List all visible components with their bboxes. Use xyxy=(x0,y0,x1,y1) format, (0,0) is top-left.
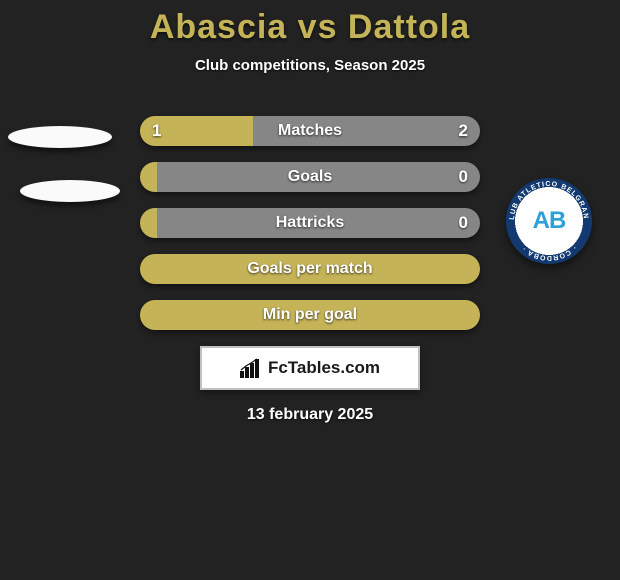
brand-box: FcTables.com xyxy=(200,346,420,390)
bar-row: Min per goal xyxy=(140,300,480,330)
bars-icon xyxy=(240,358,262,378)
bar-row: Matches12 xyxy=(140,116,480,146)
club-badge-inner: AB xyxy=(517,189,581,253)
bar-seg-left xyxy=(140,162,157,192)
bar-row: Goals per match xyxy=(140,254,480,284)
date: 13 february 2025 xyxy=(0,406,620,424)
bar-seg-left xyxy=(140,116,253,146)
bar-seg-left xyxy=(140,300,480,330)
club-badge: CLUB ATLETICO BELGRANO· CORDOBA ·AB xyxy=(506,178,592,264)
bar-seg-right xyxy=(157,162,480,192)
bar-row: Goals0 xyxy=(140,162,480,192)
bar-seg-right xyxy=(157,208,480,238)
brand-text: FcTables.com xyxy=(268,358,380,378)
bar-seg-right xyxy=(253,116,480,146)
bar-row: Hattricks0 xyxy=(140,208,480,238)
subtitle: Club competitions, Season 2025 xyxy=(0,57,620,74)
page-title: Abascia vs Dattola xyxy=(0,0,620,47)
ellipse-icon xyxy=(8,126,112,148)
bar-seg-left xyxy=(140,254,480,284)
ellipse-icon xyxy=(20,180,120,202)
card: Abascia vs Dattola Club competitions, Se… xyxy=(0,0,620,580)
bar-seg-left xyxy=(140,208,157,238)
club-monogram: AB xyxy=(533,207,566,235)
